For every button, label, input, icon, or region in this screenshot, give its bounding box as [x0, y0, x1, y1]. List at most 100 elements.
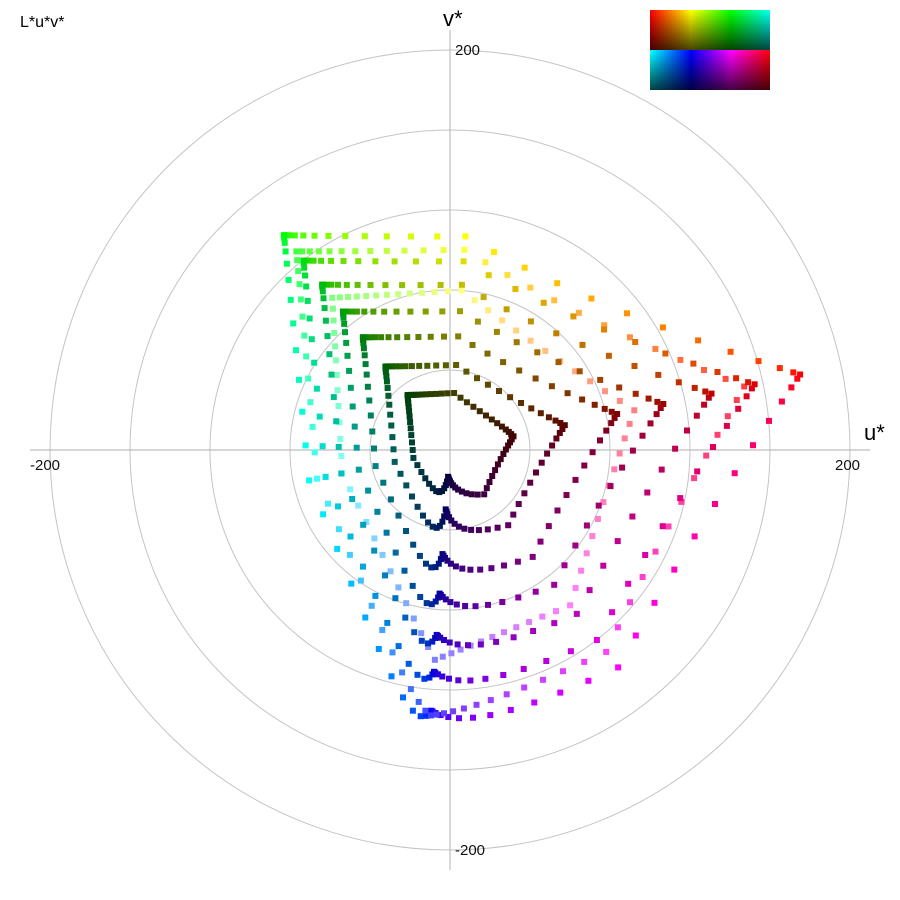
data-point: [564, 390, 571, 397]
swatch-cell: [684, 66, 686, 68]
swatch-cell: [680, 68, 682, 70]
swatch-cell: [712, 68, 714, 70]
swatch-cell: [656, 66, 658, 68]
swatch-cell: [660, 64, 662, 66]
swatch-cell: [736, 12, 738, 14]
data-point: [313, 385, 320, 392]
swatch-cell: [724, 46, 726, 48]
swatch-cell: [696, 22, 698, 24]
swatch-cell: [652, 32, 654, 34]
swatch-cell: [718, 14, 720, 16]
swatch-cell: [756, 88, 758, 90]
swatch-cell: [712, 12, 714, 14]
data-point: [427, 333, 434, 340]
swatch-cell: [760, 26, 762, 28]
swatch-cell: [758, 60, 760, 62]
swatch-cell: [666, 46, 668, 48]
swatch-cell: [664, 12, 666, 14]
data-point: [387, 496, 394, 503]
swatch-cell: [706, 28, 708, 30]
swatch-cell: [656, 86, 658, 88]
swatch-cell: [718, 18, 720, 20]
color-swatch-legend: [650, 10, 770, 90]
swatch-cell: [694, 64, 696, 66]
swatch-cell: [756, 14, 758, 16]
swatch-cell: [704, 24, 706, 26]
swatch-cell: [724, 12, 726, 14]
swatch-cell: [722, 18, 724, 20]
data-point: [745, 379, 752, 386]
swatch-cell: [736, 80, 738, 82]
swatch-cell: [714, 82, 716, 84]
data-point: [505, 442, 512, 449]
swatch-cell: [700, 58, 702, 60]
swatch-cell: [734, 72, 736, 74]
swatch-cell: [742, 24, 744, 26]
swatch-cell: [714, 72, 716, 74]
swatch-cell: [664, 44, 666, 46]
swatch-cell: [734, 74, 736, 76]
swatch-cell: [768, 36, 770, 38]
swatch-cell: [658, 84, 660, 86]
swatch-cell: [726, 54, 728, 56]
swatch-cell: [700, 54, 702, 56]
data-point: [647, 420, 654, 427]
swatch-cell: [734, 64, 736, 66]
swatch-cell: [752, 30, 754, 32]
data-point: [355, 466, 362, 473]
swatch-cell: [692, 46, 694, 48]
swatch-cell: [742, 38, 744, 40]
swatch-cell: [758, 22, 760, 24]
swatch-cell: [760, 24, 762, 26]
swatch-cell: [656, 76, 658, 78]
swatch-cell: [662, 80, 664, 82]
swatch-cell: [660, 18, 662, 20]
swatch-cell: [676, 12, 678, 14]
swatch-cell: [664, 88, 666, 90]
swatch-cell: [752, 36, 754, 38]
swatch-cell: [744, 18, 746, 20]
swatch-cell: [728, 72, 730, 74]
swatch-cell: [666, 22, 668, 24]
swatch-cell: [758, 10, 760, 12]
swatch-cell: [734, 36, 736, 38]
swatch-cell: [700, 42, 702, 44]
swatch-cell: [708, 62, 710, 64]
swatch-cell: [720, 80, 722, 82]
swatch-cell: [656, 78, 658, 80]
swatch-cell: [726, 70, 728, 72]
swatch-cell: [652, 16, 654, 18]
swatch-cell: [700, 48, 702, 50]
swatch-cell: [708, 78, 710, 80]
swatch-cell: [736, 84, 738, 86]
swatch-cell: [768, 50, 770, 52]
swatch-cell: [762, 52, 764, 54]
swatch-cell: [738, 20, 740, 22]
data-point: [309, 423, 316, 430]
swatch-cell: [704, 68, 706, 70]
data-point: [575, 309, 582, 316]
swatch-cell: [658, 74, 660, 76]
swatch-cell: [768, 56, 770, 58]
swatch-cell: [696, 32, 698, 34]
swatch-cell: [696, 88, 698, 90]
swatch-cell: [690, 46, 692, 48]
swatch-cell: [650, 26, 652, 28]
swatch-cell: [654, 66, 656, 68]
swatch-cell: [716, 62, 718, 64]
data-point: [335, 281, 341, 288]
x-tick-min: -200: [30, 457, 60, 474]
swatch-cell: [700, 84, 702, 86]
data-point: [308, 336, 315, 343]
swatch-cell: [728, 50, 730, 52]
swatch-cell: [708, 16, 710, 18]
swatch-cell: [724, 36, 726, 38]
swatch-cell: [706, 24, 708, 26]
swatch-cell: [720, 54, 722, 56]
data-point: [486, 479, 493, 485]
swatch-cell: [668, 48, 670, 50]
swatch-cell: [654, 54, 656, 56]
swatch-cell: [766, 26, 768, 28]
swatch-cell: [688, 62, 690, 64]
swatch-cell: [746, 88, 748, 90]
